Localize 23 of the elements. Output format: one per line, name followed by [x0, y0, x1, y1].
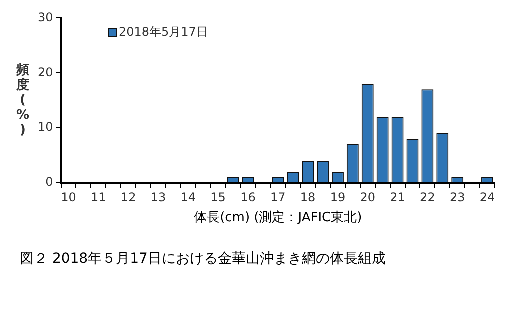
x-tick-label: 10	[61, 190, 76, 204]
y-tick-label: 20	[38, 65, 54, 80]
x-tick-label: 11	[91, 190, 106, 204]
x-tick-label: 18	[300, 190, 316, 204]
x-tick-label: 21	[390, 190, 406, 204]
y-axis-title: 頻度(%)	[15, 63, 31, 138]
x-tick-label: 19	[330, 190, 346, 204]
x-tick-label: 12	[120, 190, 136, 204]
y-tick-label: 30	[38, 10, 54, 24]
x-tick-label: 23	[450, 190, 466, 204]
x-tick-label: 16	[240, 190, 256, 204]
x-tick-label: 24	[480, 190, 496, 204]
x-tick-label: 15	[210, 190, 226, 204]
legend-label: 2018年5月17日	[119, 24, 208, 41]
x-tick-label: 14	[180, 190, 196, 204]
y-tick-label: 0	[46, 175, 54, 190]
y-tick-label: 10	[38, 120, 54, 134]
x-tick-label: 20	[360, 190, 376, 204]
x-axis-title: 体長(cm) (測定：JAFIC東北)	[194, 210, 362, 226]
x-tick-label: 13	[150, 190, 166, 204]
x-tick-label: 22	[420, 190, 436, 204]
x-tick-label: 17	[270, 190, 286, 204]
caption: 図２ 2018年５月17日における金華山沖まき網の体長組成	[20, 250, 387, 269]
